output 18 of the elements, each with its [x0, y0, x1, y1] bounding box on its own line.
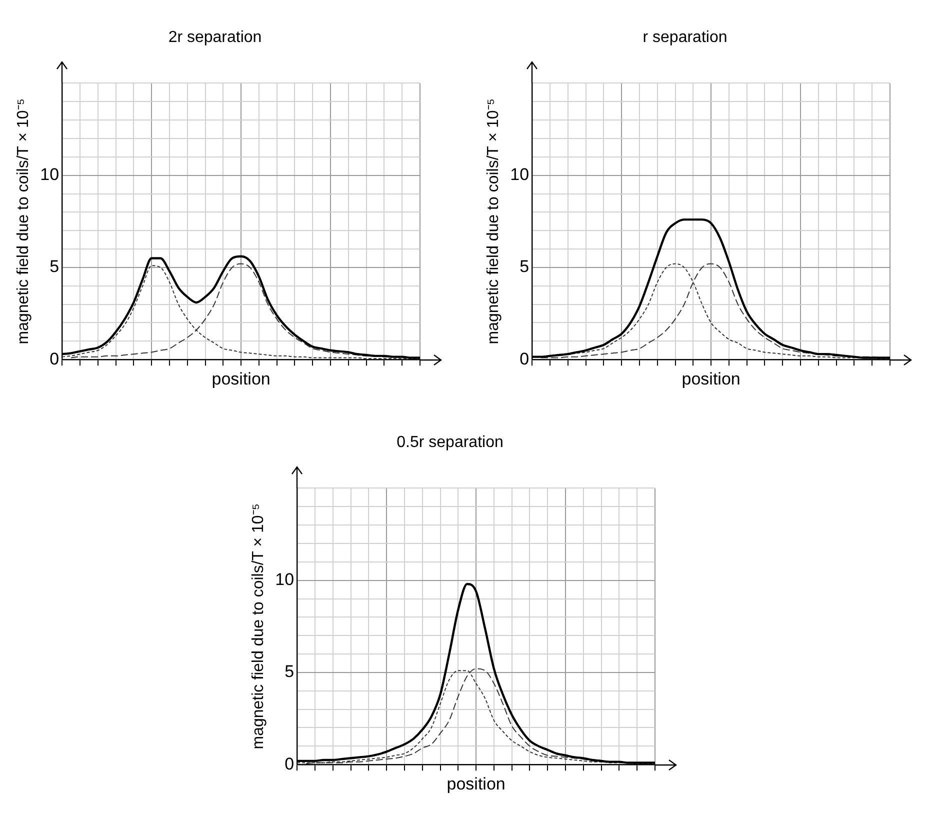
y-axis-title: magnetic field due to coils/T × 10⁻⁵ [15, 98, 32, 344]
y-tick-label: 5 [520, 257, 530, 276]
x-axis-title: position [212, 369, 270, 388]
y-axis-title: magnetic field due to coils/T × 10⁻⁵ [250, 504, 268, 750]
y-tick-label: 10 [40, 165, 60, 184]
chart-title: 2r separation [168, 29, 262, 46]
y-tick-label: 5 [50, 257, 60, 276]
chart-title: r separation [642, 29, 728, 46]
chart-title: 0.5r separation [396, 434, 504, 452]
y-tick-label: 10 [275, 570, 294, 590]
y-tick-label: 0 [520, 349, 530, 368]
y-tick-label: 5 [284, 662, 294, 682]
y-tick-label: 0 [284, 754, 294, 774]
y-axis-title: magnetic field due to coils/T × 10⁻⁵ [485, 98, 502, 344]
x-axis-title: position [682, 369, 740, 388]
y-tick-label: 10 [510, 165, 530, 184]
y-tick-label: 0 [50, 349, 60, 368]
x-axis-title: position [446, 774, 506, 794]
